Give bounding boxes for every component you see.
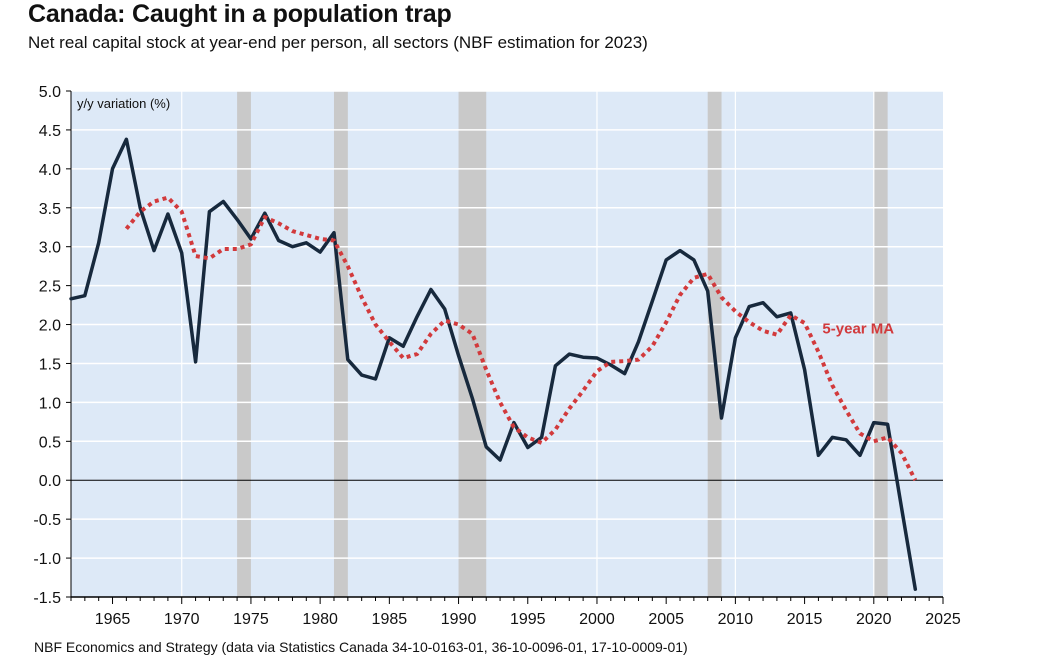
x-tick-label: 1995 — [510, 611, 546, 628]
recession-band — [458, 91, 487, 597]
y-tick-label: -1.5 — [33, 590, 61, 607]
x-tick-label: 2005 — [648, 611, 684, 628]
y-tick-label: 3.5 — [39, 201, 61, 218]
y-axis-unit-label: y/y variation (%) — [77, 96, 170, 111]
recession-band — [237, 91, 251, 597]
x-tick-label: 1980 — [302, 611, 338, 628]
x-axis-ticks: 1965 1970 1975 1980 1985 1990 1995 2000 2005 2010… — [70, 597, 961, 628]
recession-band — [333, 91, 348, 597]
x-tick-label: 2010 — [718, 611, 754, 628]
y-tick-label: 0.0 — [39, 473, 61, 490]
y-tick-label: 4.0 — [39, 162, 61, 179]
x-tick-label: 2015 — [787, 611, 823, 628]
y-tick-label: 4.5 — [39, 123, 61, 140]
plot-background — [71, 91, 943, 597]
series-group — [69, 137, 918, 591]
recession-band — [873, 91, 888, 597]
y-tick-label: -1.0 — [33, 551, 61, 568]
x-tick-label: 2020 — [856, 611, 892, 628]
source-note: NBF Economics and Strategy (data via Sta… — [34, 639, 688, 655]
x-tick-label: 1970 — [164, 611, 200, 628]
x-tick-label: 1985 — [372, 611, 408, 628]
x-tick-label: 1990 — [441, 611, 477, 628]
chart-title: Canada: Caught in a population trap — [28, 0, 452, 28]
x-tick-label: 2025 — [925, 611, 961, 628]
y-tick-label: 1.0 — [39, 395, 61, 412]
y-tick-label: 1.5 — [39, 356, 61, 373]
y-tick-label: 5.0 — [39, 84, 61, 101]
x-tick-label: 1965 — [95, 611, 131, 628]
y-tick-label: -0.5 — [33, 512, 61, 529]
y-tick-label: 0.5 — [39, 434, 61, 451]
y-tick-label: 2.0 — [39, 318, 61, 335]
y-axis-ticks: -1.5 -1.0 -0.5 0.0 0.5 1.0 1.5 2.0 2.5 3.0 3.5 4.0 4… — [33, 84, 71, 607]
y-tick-label: 2.5 — [39, 279, 61, 296]
ma-series-label: 5-year MA — [822, 320, 894, 337]
x-tick-label: 2000 — [579, 611, 615, 628]
x-tick-label: 1975 — [233, 611, 269, 628]
axes — [70, 91, 943, 598]
ma-line — [124, 195, 918, 482]
chart-subtitle: Net real capital stock at year-end per p… — [28, 33, 648, 52]
y-tick-label: 3.0 — [39, 240, 61, 257]
main-line — [69, 137, 918, 591]
